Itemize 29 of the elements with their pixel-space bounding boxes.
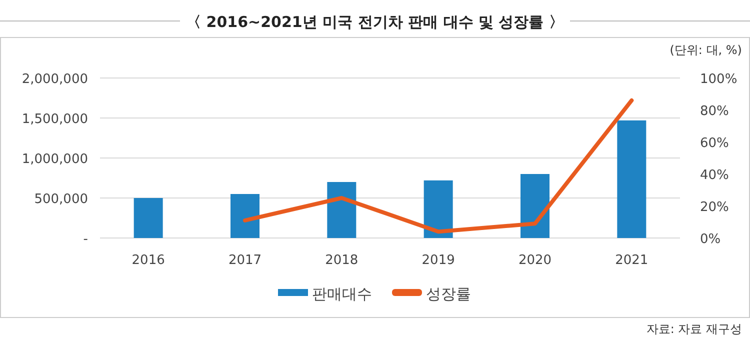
x-tick-label: 2018 bbox=[325, 253, 358, 268]
text: (단위: 대, %) bbox=[670, 43, 742, 57]
y-tick-label: 1,000,000 bbox=[22, 152, 88, 167]
bar bbox=[134, 198, 163, 238]
legend-label: 판매대수 bbox=[312, 285, 372, 303]
x-tick-label: 2019 bbox=[422, 253, 455, 268]
x-tick-label: 2017 bbox=[228, 253, 262, 268]
y-tick-label: - bbox=[83, 232, 88, 247]
y2-tick-label: 40% bbox=[700, 168, 729, 183]
x-tick-label: 2020 bbox=[518, 253, 552, 268]
y-tick-label: 500,000 bbox=[34, 192, 88, 207]
y2-tick-label: 100% bbox=[700, 72, 738, 87]
chart-title: 〈 2016~2021년 미국 전기차 판매 대수 및 성장률 〉 bbox=[186, 13, 564, 31]
bar bbox=[424, 180, 453, 238]
text: 자료: 자료 재구성 bbox=[646, 322, 742, 336]
y2-tick-label: 0% bbox=[700, 232, 721, 247]
y2-tick-label: 20% bbox=[700, 200, 729, 215]
line-series bbox=[243, 98, 634, 234]
x-tick-label: 2016 bbox=[132, 253, 165, 268]
bar bbox=[230, 194, 260, 238]
y2-tick-label: 60% bbox=[700, 136, 729, 151]
y-tick-label: 1,500,000 bbox=[22, 112, 88, 127]
x-tick-label: 2021 bbox=[615, 253, 648, 268]
legend-label: 성장률 bbox=[426, 285, 471, 303]
y2-tick-label: 80% bbox=[700, 104, 729, 119]
y-tick-label: 2,000,000 bbox=[22, 72, 88, 87]
bar bbox=[617, 120, 646, 238]
bar bbox=[327, 182, 356, 238]
bar bbox=[520, 174, 550, 238]
